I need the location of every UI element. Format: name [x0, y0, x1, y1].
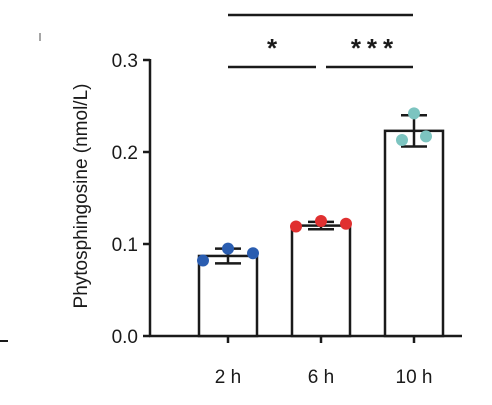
sig-label-1: *** [351, 33, 399, 63]
x-tick-label: 6 h [308, 367, 334, 388]
y-tick-label: 0.1 [112, 235, 138, 256]
bars [197, 129, 445, 338]
data-point-0-0 [197, 254, 209, 267]
y-axis: 0.0 0.1 0.2 0.3 [112, 51, 152, 348]
bar-2 [383, 129, 445, 338]
x-axis: 2 h 6 h 10 h [149, 334, 462, 388]
sig-label-0: * [267, 33, 278, 63]
data-point-1-0 [290, 220, 302, 233]
y-axis-title: Phytosphingosine (nmol/L) [71, 84, 92, 309]
data-point-1-1 [315, 215, 327, 227]
data-points [197, 107, 432, 267]
x-tick-label: 10 h [396, 367, 433, 388]
data-point-0-2 [247, 247, 259, 260]
significance-brackets: * *** [228, 13, 413, 69]
bar-0 [197, 254, 259, 338]
data-point-2-0 [408, 107, 420, 120]
y-tick-label: 0.3 [112, 51, 138, 72]
bar-1 [290, 224, 352, 338]
data-point-1-2 [340, 217, 352, 230]
x-tick-label: 2 h [215, 367, 241, 388]
data-point-2-2 [420, 130, 432, 143]
data-point-0-1 [222, 242, 234, 255]
y-tick-label: 0.2 [112, 143, 138, 164]
data-point-2-1 [396, 134, 408, 147]
y-tick-label: 0.0 [112, 327, 138, 348]
